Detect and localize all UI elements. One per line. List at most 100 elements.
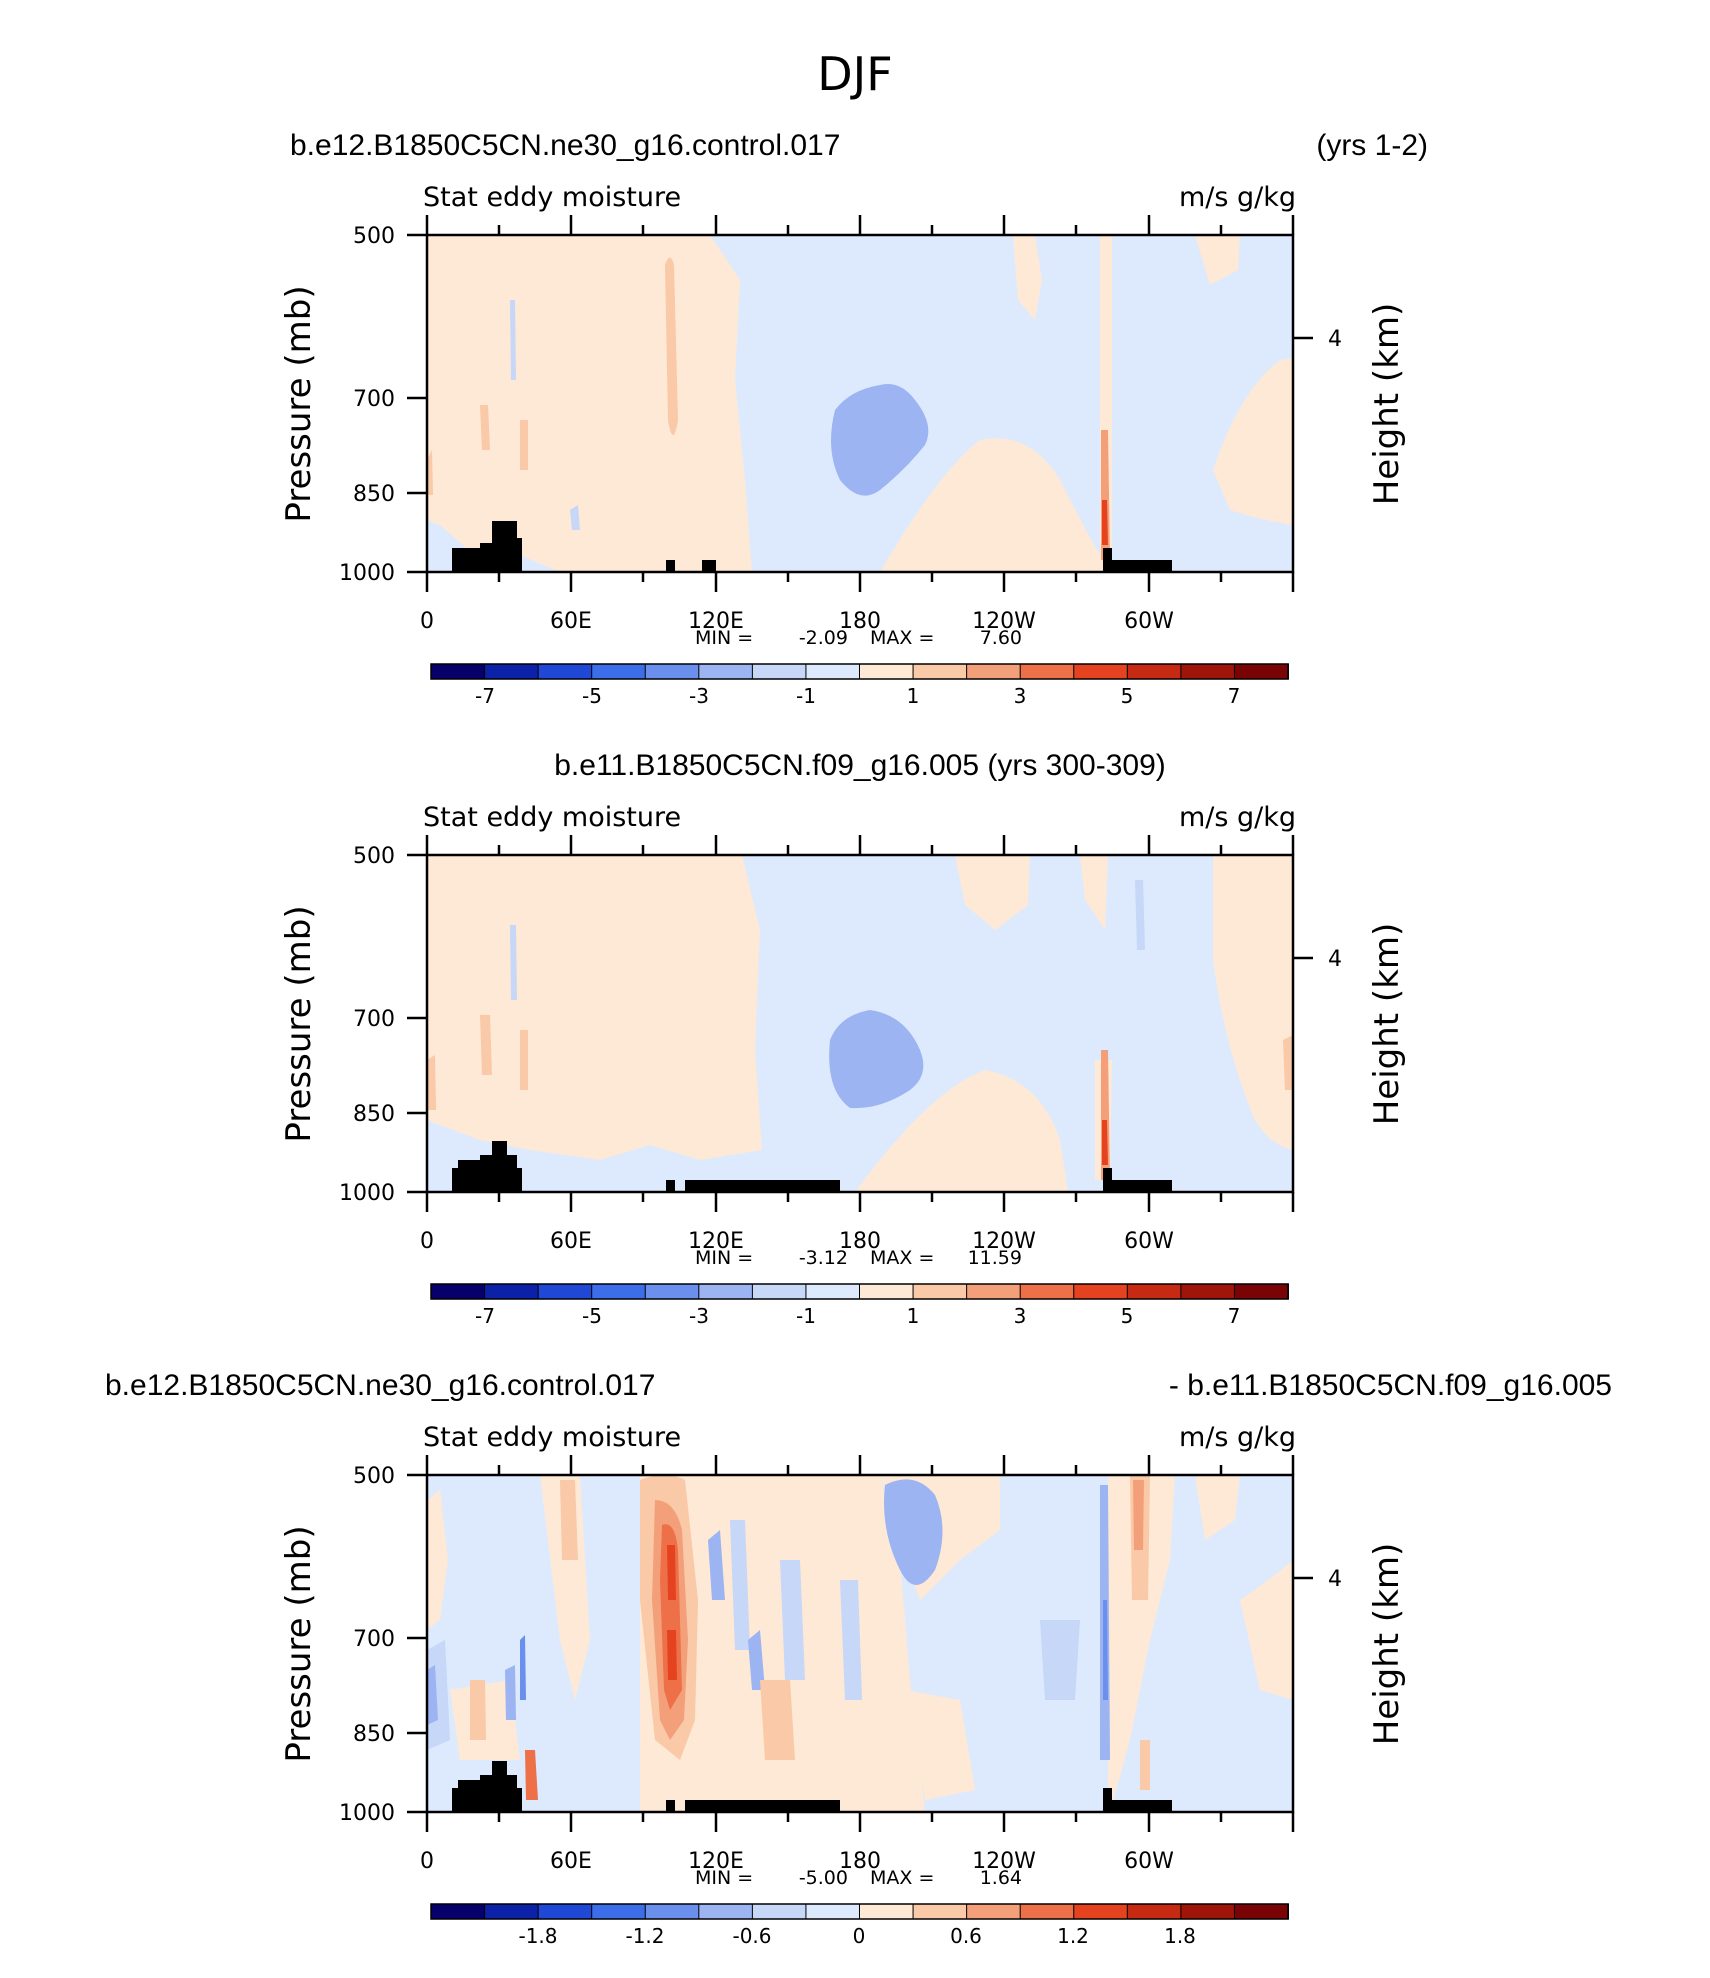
colorbar-swatch bbox=[430, 663, 486, 680]
x-tick-label: 120E bbox=[688, 1229, 744, 1254]
x-tick-label: 180 bbox=[839, 609, 881, 634]
colorbar-label: 7 bbox=[1228, 684, 1241, 708]
contour-field bbox=[427, 235, 1293, 572]
max-label: MAX = bbox=[870, 1247, 934, 1269]
colorbar-label: -3 bbox=[689, 684, 709, 708]
y-axis-label: Pressure (mb) bbox=[279, 1525, 319, 1762]
min-label: MIN = bbox=[695, 1247, 753, 1269]
x-tick-label: 0 bbox=[420, 1849, 434, 1874]
x-tick-label: 0 bbox=[420, 1229, 434, 1254]
colorbar-swatch bbox=[430, 1283, 486, 1300]
y-tick-label: 850 bbox=[353, 1102, 395, 1127]
x-tick-label: 180 bbox=[839, 1849, 881, 1874]
y-tick-label: 1000 bbox=[339, 1801, 395, 1826]
colorbar-swatch bbox=[859, 663, 915, 680]
colorbar-swatch bbox=[805, 1283, 861, 1300]
colorbar-label: -7 bbox=[475, 684, 495, 708]
colorbar-label: 0 bbox=[853, 1924, 866, 1948]
y-tick-label: 500 bbox=[353, 224, 395, 249]
colorbar-label: -1 bbox=[796, 1304, 816, 1328]
colorbar-swatch bbox=[698, 1283, 754, 1300]
colorbar-swatch bbox=[751, 1283, 807, 1300]
contour-field bbox=[427, 1475, 1293, 1812]
colorbar-label: -5 bbox=[582, 1304, 602, 1328]
colorbar-label: 7 bbox=[1228, 1304, 1241, 1328]
max-value: 1.64 bbox=[980, 1867, 1022, 1889]
max-label: MAX = bbox=[870, 1867, 934, 1889]
right-string: m/s g/kg bbox=[1179, 182, 1296, 213]
y-tick-label: 700 bbox=[353, 1627, 395, 1652]
colorbar-swatch bbox=[644, 1283, 700, 1300]
left-string: Stat eddy moisture bbox=[423, 1422, 681, 1453]
colorbar-label: 0.6 bbox=[950, 1924, 982, 1948]
y-tick-label: 700 bbox=[353, 1007, 395, 1032]
y-tick-label: 1000 bbox=[339, 561, 395, 586]
colorbar-swatch bbox=[430, 1903, 486, 1920]
colorbar-swatch bbox=[698, 1903, 754, 1920]
colorbar-label: 3 bbox=[1014, 684, 1027, 708]
colorbar-swatch bbox=[1180, 1283, 1236, 1300]
colorbar-label: -1 bbox=[796, 684, 816, 708]
colorbar-swatch bbox=[1073, 1283, 1129, 1300]
colorbar-swatch bbox=[1126, 1283, 1182, 1300]
colorbar-label: 1 bbox=[907, 1304, 920, 1328]
y-right-tick-label: 4 bbox=[1328, 947, 1342, 972]
right-string: m/s g/kg bbox=[1179, 1422, 1296, 1453]
colorbar-label: -7 bbox=[475, 1304, 495, 1328]
min-label: MIN = bbox=[695, 1867, 753, 1889]
max-value: 7.60 bbox=[980, 627, 1022, 649]
x-tick-label: 120E bbox=[688, 609, 744, 634]
x-tick-label: 120W bbox=[972, 1229, 1036, 1254]
x-tick-label: 120E bbox=[688, 1849, 744, 1874]
colorbar-swatch bbox=[591, 1903, 647, 1920]
right-string: m/s g/kg bbox=[1179, 802, 1296, 833]
colorbar-swatch bbox=[912, 1903, 968, 1920]
colorbar-label: 1.2 bbox=[1057, 1924, 1089, 1948]
y-axis-label: Pressure (mb) bbox=[279, 905, 319, 1142]
colorbar-label: -5 bbox=[582, 684, 602, 708]
colorbar-swatch bbox=[537, 1283, 593, 1300]
colorbar: -1.8 -1.2 -0.6 0 0.6 1.2 1.8 bbox=[430, 1903, 1289, 1948]
colorbar-swatch bbox=[1233, 663, 1289, 680]
colorbar-swatch bbox=[1073, 1903, 1129, 1920]
colorbar-swatch bbox=[591, 663, 647, 680]
colorbar: -7 -5 -3 -1 1 3 5 7 bbox=[430, 1283, 1289, 1328]
x-axis bbox=[407, 215, 1313, 592]
colorbar-swatch bbox=[966, 1283, 1022, 1300]
colorbar-label: 5 bbox=[1121, 684, 1134, 708]
colorbar-label: 5 bbox=[1121, 1304, 1134, 1328]
colorbar-swatch bbox=[912, 663, 968, 680]
colorbar-swatch bbox=[751, 1903, 807, 1920]
y-right-tick-label: 4 bbox=[1328, 1567, 1342, 1592]
colorbar-swatch bbox=[484, 1283, 540, 1300]
x-tick-label: 120W bbox=[972, 1849, 1036, 1874]
colorbar-swatch bbox=[751, 663, 807, 680]
colorbar-swatch bbox=[1126, 1903, 1182, 1920]
colorbar-swatch bbox=[912, 1283, 968, 1300]
colorbar-swatch bbox=[591, 1283, 647, 1300]
colorbar-swatch bbox=[1180, 663, 1236, 680]
run-years: (yrs 1-2) bbox=[1316, 129, 1428, 162]
min-value: -5.00 bbox=[799, 1867, 848, 1889]
x-tick-label: 60E bbox=[550, 1849, 592, 1874]
y-tick-label: 1000 bbox=[339, 1181, 395, 1206]
colorbar-label: -1.2 bbox=[625, 1924, 664, 1948]
colorbar-swatch bbox=[1233, 1283, 1289, 1300]
colorbar-swatch bbox=[1233, 1903, 1289, 1920]
colorbar-label: 1 bbox=[907, 684, 920, 708]
x-tick-label: 180 bbox=[839, 1229, 881, 1254]
x-tick-label: 0 bbox=[420, 609, 434, 634]
colorbar: -7 -5 -3 -1 1 3 5 7 bbox=[430, 663, 1289, 708]
colorbar-swatch bbox=[644, 663, 700, 680]
y-right-axis-label: Height (km) bbox=[1367, 923, 1407, 1126]
min-value: -2.09 bbox=[799, 627, 848, 649]
y-tick-label: 850 bbox=[353, 1722, 395, 1747]
y-axis-label: Pressure (mb) bbox=[279, 285, 319, 522]
run-title: b.e12.B1850C5CN.ne30_g16.control.017 bbox=[105, 1369, 655, 1402]
colorbar-swatch bbox=[644, 1903, 700, 1920]
panel-2: b.e11.B1850C5CN.f09_g16.005 (yrs 300-309… bbox=[279, 749, 1407, 1328]
colorbar-swatch bbox=[484, 1903, 540, 1920]
colorbar-swatch bbox=[1019, 1903, 1075, 1920]
colorbar-label: 3 bbox=[1014, 1304, 1027, 1328]
